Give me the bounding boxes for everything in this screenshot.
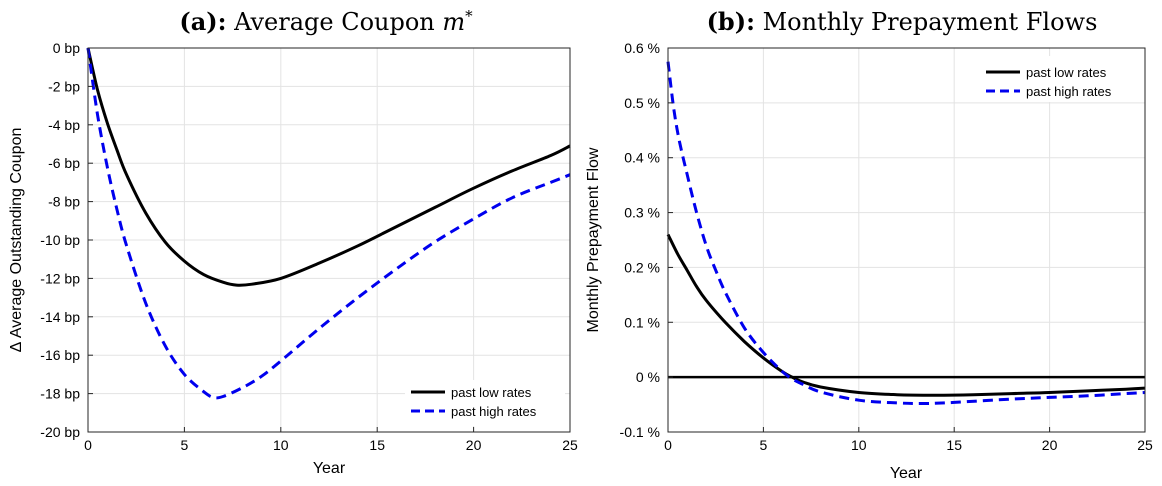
chart-a-y-tick-label-2: -4 bp — [48, 117, 80, 133]
chart-a-x-tick-label-3: 15 — [369, 437, 385, 453]
chart-b-x-tick-label-1: 5 — [760, 437, 768, 453]
chart-b-y-tick-label-4: 0.2 % — [624, 259, 660, 275]
chart-a-x-tick-label-0: 0 — [84, 437, 92, 453]
chart-a-series-past-high-rates — [86, 47, 571, 400]
chart-a-y-tick-label-1: -2 bp — [48, 78, 80, 94]
chart-b-y-tick-label-5: 0.1 % — [624, 314, 660, 330]
chart-b-y-tick-label-2: 0.4 % — [624, 150, 660, 166]
chart-a-series-past-low-rates — [86, 47, 571, 287]
chart-a-x-tick-label-5: 25 — [562, 437, 578, 453]
chart-b-y-tick-label-7: -0.1 % — [620, 424, 660, 440]
chart-a-panel-tag: (a): — [179, 7, 226, 36]
chart-a-series — [86, 47, 571, 400]
chart-b-series-past-high-rates — [666, 61, 1146, 406]
chart-a-legend-label-high: past high rates — [451, 404, 537, 419]
chart-a-y-tick-label-9: -18 bp — [40, 386, 80, 402]
chart-a-y-tick-label-4: -8 bp — [48, 194, 80, 210]
chart-b-y-axis-label: Monthly Prepayment Flow — [585, 147, 602, 332]
chart-b-frame — [667, 47, 1146, 433]
chart-a-y-tick-label-5: -10 bp — [40, 232, 80, 248]
chart-a-y-tick-label-3: -6 bp — [48, 155, 80, 171]
chart-a-y-tick-label-7: -14 bp — [40, 309, 80, 325]
chart-a-legend: past low rates past high rates — [405, 380, 565, 426]
chart-b-title: (b): Monthly Prepayment Flows — [707, 7, 1098, 36]
chart-b-series-past-low-rates — [666, 233, 1146, 397]
chart-a-legend-label-low: past low rates — [451, 385, 532, 400]
chart-panel-a: (a): Average Coupon m* 0 5 10 15 20 25 0 bp -2… — [8, 7, 578, 477]
chart-a-x-ticks: 0 5 10 15 20 25 — [84, 427, 578, 453]
chart-panel-b: (b): Monthly Prepayment Flows 0 5 10 15 20 25… — [585, 7, 1153, 482]
chart-b-legend-box — [980, 56, 1140, 102]
chart-b-grid — [667, 47, 1146, 433]
chart-a-y-tick-label-6: -12 bp — [40, 270, 80, 286]
chart-b-series — [666, 61, 1146, 406]
chart-b-x-tick-label-5: 25 — [1137, 437, 1153, 453]
chart-b-x-tick-label-2: 10 — [851, 437, 867, 453]
chart-a-title-math: m — [442, 8, 465, 36]
chart-b-legend-label-high: past high rates — [1026, 84, 1112, 99]
chart-a-title: (a): Average Coupon m* — [179, 7, 473, 36]
chart-b-y-tick-label-3: 0.3 % — [624, 205, 660, 221]
chart-a-x-tick-label-4: 20 — [466, 437, 482, 453]
chart-b-title-text: Monthly Prepayment Flows — [763, 8, 1098, 36]
chart-a-title-text: Average Coupon — [233, 8, 435, 36]
chart-a-x-tick-label-1: 5 — [181, 437, 189, 453]
chart-a-grid — [87, 47, 571, 433]
chart-b-y-tick-label-0: 0.6 % — [624, 40, 660, 56]
chart-a-y-axis-label: Δ Average Outstanding Coupon — [8, 128, 25, 353]
chart-b-x-tick-label-3: 15 — [946, 437, 962, 453]
chart-a-y-tick-label-0: 0 bp — [53, 40, 80, 56]
chart-b-legend-label-low: past low rates — [1026, 65, 1107, 80]
chart-a-y-tick-label-10: -20 bp — [40, 424, 80, 440]
chart-a-title-sup: * — [465, 7, 473, 25]
chart-b-x-ticks: 0 5 10 15 20 25 — [664, 427, 1153, 453]
chart-b-legend: past low rates past high rates — [980, 56, 1140, 102]
chart-b-y-tick-label-6: 0 % — [636, 369, 660, 385]
chart-b-panel-tag: (b): — [707, 7, 755, 36]
chart-a-x-tick-label-2: 10 — [273, 437, 289, 453]
chart-b-y-ticks: 0.6 % 0.5 % 0.4 % 0.3 % 0.2 % 0.1 % 0 % -0.1 % — [620, 40, 673, 440]
chart-a-legend-box — [405, 380, 565, 426]
chart-a-y-ticks: 0 bp -2 bp -4 bp -6 bp -8 bp -10 bp -12 bp -14 … — [40, 40, 93, 440]
chart-b-x-axis-label: Year — [890, 465, 923, 482]
chart-a-x-axis-label: Year — [313, 460, 346, 477]
chart-b-x-tick-label-4: 20 — [1042, 437, 1058, 453]
chart-a-y-tick-label-8: -16 bp — [40, 347, 80, 363]
chart-b-y-tick-label-1: 0.5 % — [624, 95, 660, 111]
chart-b-x-tick-label-0: 0 — [664, 437, 672, 453]
